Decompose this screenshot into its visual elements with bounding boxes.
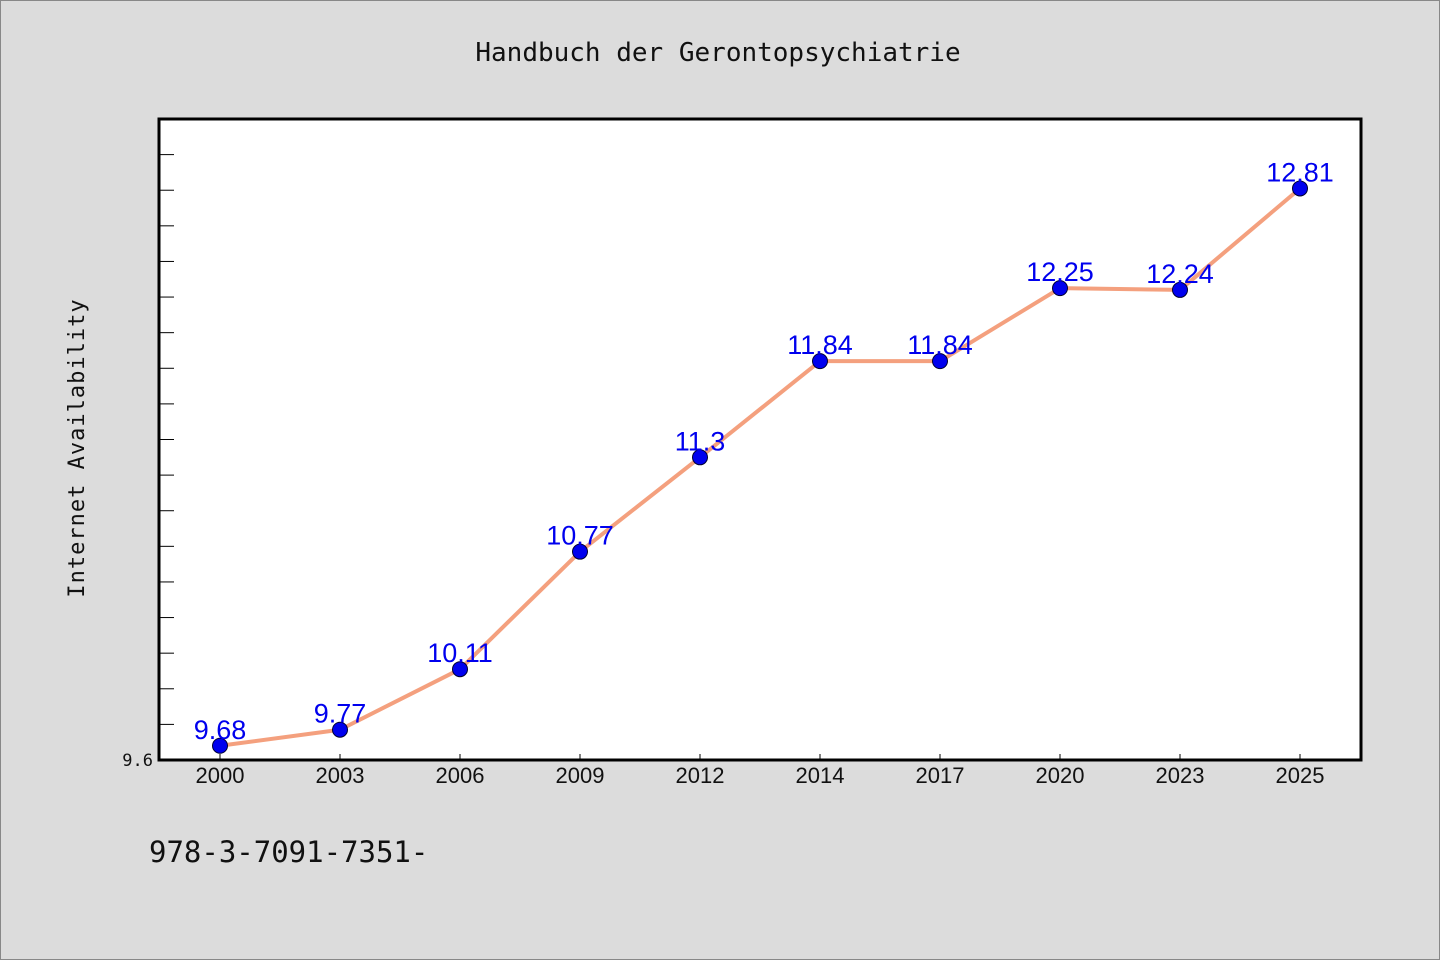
data-label: 9.77 — [314, 699, 367, 729]
y-tick-labels: 9.6 — [122, 751, 153, 771]
data-label: 9.68 — [194, 715, 247, 745]
data-label: 10.11 — [427, 638, 493, 668]
data-label: 12.25 — [1026, 257, 1094, 287]
data-label: 12.81 — [1266, 157, 1334, 187]
data-marker — [1292, 180, 1308, 197]
x-tick-label: 2000 — [196, 763, 245, 788]
y-tick-label: 9.6 — [122, 751, 153, 771]
plot-border — [157, 117, 1363, 762]
chart-title: Handbuch der Gerontopsychiatrie — [475, 38, 960, 68]
x-tick-label: 2009 — [556, 763, 605, 788]
data-markers — [212, 180, 1308, 754]
x-tick-label: 2025 — [1276, 763, 1325, 788]
data-marker — [212, 737, 228, 754]
data-label: 11.84 — [787, 330, 853, 360]
x-tick-label: 2006 — [436, 763, 485, 788]
data-marker — [452, 661, 468, 678]
data-marker — [692, 449, 708, 466]
x-tick-label: 2003 — [316, 763, 365, 788]
data-marker — [932, 353, 948, 370]
footer-isbn-text: 978-3-7091-7351- — [149, 835, 428, 869]
data-label: 12.24 — [1146, 259, 1214, 289]
data-label: 11.84 — [907, 330, 973, 360]
x-tick-label: 2020 — [1036, 763, 1085, 788]
data-label: 11.3 — [675, 426, 726, 456]
data-marker — [1172, 281, 1188, 298]
x-tick-label: 2017 — [916, 763, 965, 788]
data-marker — [572, 543, 588, 560]
x-tick-label: 2023 — [1156, 763, 1205, 788]
data-marker — [812, 353, 828, 370]
y-minor-ticks — [159, 154, 174, 725]
data-label: 10.77 — [546, 521, 614, 551]
data-labels: 9.68 9.77 10.11 10.77 11.3 11.84 11.84 12.25 12.… — [194, 157, 1334, 744]
x-tick-label: 2012 — [676, 763, 725, 788]
plot-area — [159, 119, 1361, 760]
data-marker — [1052, 280, 1068, 297]
data-marker — [332, 721, 348, 738]
x-tick-labels: 2000 2003 2006 2009 2012 2014 2017 2020 2023 2025 — [196, 763, 1325, 788]
x-tick-label: 2014 — [796, 763, 845, 788]
y-axis-label: Internet Availability — [65, 298, 90, 597]
series-line — [219, 186, 1302, 748]
